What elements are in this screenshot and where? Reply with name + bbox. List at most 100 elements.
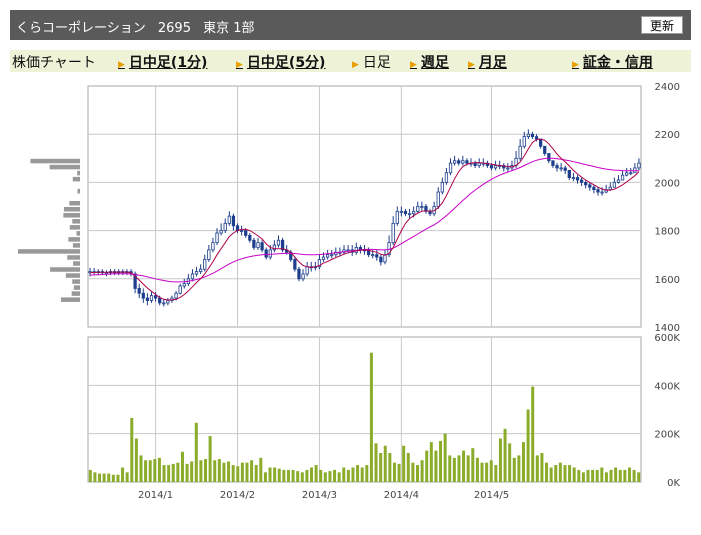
candle-body xyxy=(600,191,604,194)
volume-profile-bar xyxy=(67,255,80,260)
candle-body xyxy=(518,145,522,159)
candle-body xyxy=(592,186,596,191)
arrow-icon: ▶ xyxy=(352,60,359,70)
volume-bar xyxy=(360,467,364,482)
volume-bar xyxy=(558,462,562,482)
x-tick-label: 2014/3 xyxy=(302,490,337,501)
candle-body xyxy=(248,235,252,241)
volume-bar xyxy=(273,467,277,482)
nav-item-label: 日中足(5分) xyxy=(246,55,326,71)
candle-body xyxy=(223,222,227,231)
volume-bar xyxy=(254,465,258,482)
nav-item-intraday-5min[interactable]: ▶ 日中足(5分) xyxy=(236,52,325,72)
refresh-button[interactable]: 更新 xyxy=(640,16,683,34)
candle-body xyxy=(104,272,109,275)
volume-bar xyxy=(632,469,636,482)
candle-body xyxy=(465,160,469,164)
volume-bar xyxy=(144,460,148,482)
volume-bar xyxy=(466,455,470,482)
candle-body xyxy=(506,167,510,170)
arrow-icon: ▶ xyxy=(236,60,243,70)
volume-tick-label: 0K xyxy=(667,478,680,489)
volume-bar xyxy=(485,462,489,482)
candle-body xyxy=(334,251,338,256)
candle-body xyxy=(412,210,416,215)
volume-bar xyxy=(457,455,461,482)
volume-bar xyxy=(420,460,424,482)
volume-bar xyxy=(286,469,290,482)
volume-bar xyxy=(609,469,613,482)
volume-bar xyxy=(383,445,387,482)
price-tick-label: 1800 xyxy=(655,227,680,238)
volume-bar xyxy=(595,469,599,482)
volume-bar xyxy=(310,467,314,482)
volume-profile-bar xyxy=(60,297,80,302)
volume-bar xyxy=(171,463,175,482)
price-tick-label: 1400 xyxy=(655,323,680,334)
volume-bar xyxy=(240,462,244,482)
volume-bar xyxy=(337,472,341,482)
volume-bar xyxy=(125,472,129,482)
price-panel xyxy=(87,85,642,328)
nav-item-intraday-1min[interactable]: ▶ 日中足(1分) xyxy=(118,52,207,72)
volume-tick-label: 400K xyxy=(654,381,680,392)
candle-body xyxy=(203,259,207,270)
candle-body xyxy=(244,230,248,236)
candle-body xyxy=(612,181,617,188)
price-tick-label: 2000 xyxy=(655,178,680,189)
volume-profile-bar xyxy=(71,291,80,296)
volume-profile-bar xyxy=(50,267,80,272)
candle-body xyxy=(522,136,526,147)
nav-item-weekly[interactable]: ▶ 週足 xyxy=(410,52,449,72)
candle-body xyxy=(403,210,408,215)
candle-body xyxy=(551,160,555,166)
company-name: くらコーポレーション xyxy=(16,21,146,36)
candle-body xyxy=(149,295,154,301)
candle-body xyxy=(452,160,457,164)
nav-item-monthly[interactable]: ▶ 月足 xyxy=(468,52,507,72)
volume-bar xyxy=(134,438,138,482)
candle-body xyxy=(153,295,158,299)
candle-body xyxy=(391,222,395,244)
volume-bar xyxy=(291,469,295,482)
volume-bar xyxy=(98,473,102,482)
candle-body xyxy=(162,302,166,305)
candle-body xyxy=(305,266,309,275)
volume-bar xyxy=(517,455,521,482)
nav-item-credit[interactable]: ▶ 証金・信用 xyxy=(572,52,653,72)
volume-bar xyxy=(586,469,590,482)
volume-bar xyxy=(93,472,97,482)
volume-profile-bar xyxy=(30,158,80,164)
volume-bar xyxy=(415,465,419,482)
candle-body xyxy=(534,136,539,140)
candle-body xyxy=(383,254,387,263)
volume-bar xyxy=(614,467,618,482)
candle-body xyxy=(489,165,494,169)
candle-body xyxy=(579,179,584,183)
arrow-icon: ▶ xyxy=(468,60,475,70)
volume-bar xyxy=(402,445,406,482)
volume-profile-bar xyxy=(18,249,80,254)
volume-bar xyxy=(148,460,152,482)
volume-bar xyxy=(462,450,466,482)
volume-bar xyxy=(130,417,134,482)
candle-body xyxy=(321,256,326,260)
volume-bar xyxy=(204,459,208,482)
volume-bar xyxy=(406,453,410,482)
candle-body xyxy=(407,213,412,216)
volume-profile-bar xyxy=(69,225,80,230)
arrow-icon: ▶ xyxy=(118,60,125,70)
nav-item-label: 週足 xyxy=(420,55,449,71)
volume-bar xyxy=(342,467,346,482)
candle-body xyxy=(539,138,543,147)
candle-body xyxy=(276,239,281,246)
volume-bar xyxy=(434,450,438,482)
volume-bar xyxy=(268,467,272,482)
volume-bar xyxy=(374,443,378,482)
volume-bar xyxy=(480,462,484,482)
candle-body xyxy=(166,300,170,304)
volume-bar xyxy=(618,469,622,482)
candle-body xyxy=(416,206,420,212)
candle-body xyxy=(596,189,600,193)
volume-profile-bar xyxy=(72,219,80,224)
